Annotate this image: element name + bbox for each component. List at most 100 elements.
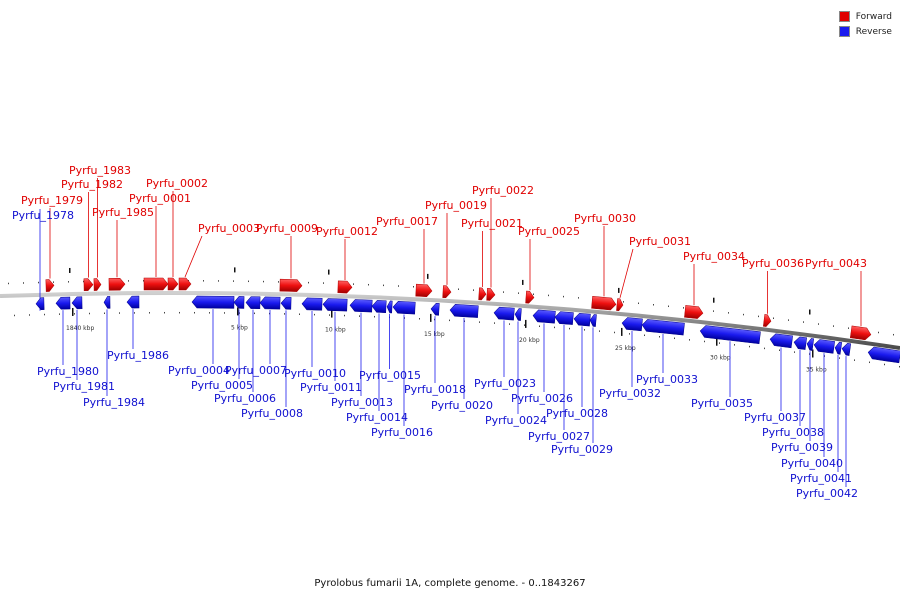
gene-arrow-pyrfu_0008 <box>280 297 292 310</box>
minor-tick <box>563 295 564 298</box>
minor-tick <box>194 311 195 314</box>
gene-label-pyrfu_0021[interactable]: Pyrfu_0021 <box>461 217 523 230</box>
gene-label-pyrfu_0006[interactable]: Pyrfu_0006 <box>214 392 276 405</box>
minor-tick <box>704 340 705 343</box>
gene-label-pyrfu_1982[interactable]: Pyrfu_1982 <box>61 178 123 191</box>
gene-label-pyrfu_0010[interactable]: Pyrfu_0010 <box>284 367 346 380</box>
gene-label-pyrfu_0041[interactable]: Pyrfu_0041 <box>790 472 852 485</box>
gene-label-pyrfu_1984[interactable]: Pyrfu_1984 <box>83 396 145 409</box>
leader-line <box>184 235 203 278</box>
minor-tick <box>524 324 525 326</box>
gene-arrow-pyrfu_0032 <box>621 317 643 332</box>
minor-tick <box>239 312 240 314</box>
gene-label-pyrfu_0035[interactable]: Pyrfu_0035 <box>691 397 753 410</box>
minor-tick <box>644 334 645 337</box>
gene-label-pyrfu_0007[interactable]: Pyrfu_0007 <box>225 364 287 377</box>
gene-label-pyrfu_1983[interactable]: Pyrfu_1983 <box>69 164 131 177</box>
minor-tick <box>134 312 135 314</box>
gene-label-pyrfu_1986[interactable]: Pyrfu_1986 <box>107 349 169 362</box>
gene-label-pyrfu_0015[interactable]: Pyrfu_0015 <box>359 369 421 382</box>
gene-arrow-pyrfu_0004 <box>191 295 235 309</box>
gene-label-pyrfu_0002[interactable]: Pyrfu_0002 <box>146 177 208 190</box>
minor-tick <box>263 280 264 283</box>
minor-tick <box>614 331 615 334</box>
gene-label-pyrfu_0020[interactable]: Pyrfu_0020 <box>431 399 493 412</box>
scale-label: 20 kbp <box>519 337 540 344</box>
minor-tick <box>773 317 774 319</box>
gene-label-pyrfu_0017[interactable]: Pyrfu_0017 <box>376 215 438 228</box>
gene-label-pyrfu_1979[interactable]: Pyrfu_1979 <box>21 194 83 207</box>
minor-tick <box>518 292 519 294</box>
gene-label-pyrfu_0036[interactable]: Pyrfu_0036 <box>742 257 804 270</box>
scale-label: 35 kbp <box>806 367 827 374</box>
minor-tick <box>458 288 459 290</box>
minor-tick <box>638 302 639 305</box>
minor-tick <box>818 323 819 325</box>
gene-label-pyrfu_0018[interactable]: Pyrfu_0018 <box>404 383 466 396</box>
minor-tick <box>758 315 759 318</box>
minor-tick <box>749 345 750 348</box>
gene-label-pyrfu_0012[interactable]: Pyrfu_0012 <box>316 225 378 238</box>
gene-label-pyrfu_0026[interactable]: Pyrfu_0026 <box>511 392 573 405</box>
gene-arrow-pyrfu_1985 <box>108 277 126 291</box>
gene-label-pyrfu_0039[interactable]: Pyrfu_0039 <box>771 441 833 454</box>
gene-arrow-pyrfu_0001 <box>143 277 169 291</box>
gene-label-pyrfu_0014[interactable]: Pyrfu_0014 <box>346 411 408 424</box>
minor-tick <box>179 311 180 314</box>
gene-arrow-pyrfu_0029 <box>589 314 597 327</box>
minor-tick <box>344 314 345 317</box>
gene-label-pyrfu_0031[interactable]: Pyrfu_0031 <box>629 235 691 248</box>
gene-label-pyrfu_0030[interactable]: Pyrfu_0030 <box>574 212 636 225</box>
gene-label-pyrfu_0033[interactable]: Pyrfu_0033 <box>636 373 698 386</box>
minor-tick <box>554 326 555 329</box>
gene-labels: Pyrfu_1978 Pyrfu_1979 Pyrfu_1980 Pyrfu_1981… <box>12 164 867 500</box>
gene-label-pyrfu_0011[interactable]: Pyrfu_0011 <box>300 381 362 394</box>
gene-label-pyrfu_0032[interactable]: Pyrfu_0032 <box>599 387 661 400</box>
gene-arrow-pyrfu_0025 <box>525 290 535 304</box>
minor-tick <box>548 294 549 297</box>
minor-tick <box>503 291 504 293</box>
gene-label-pyrfu_0016[interactable]: Pyrfu_0016 <box>371 426 433 439</box>
gene-label-pyrfu_0038[interactable]: Pyrfu_0038 <box>762 426 824 439</box>
minor-tick <box>719 342 720 344</box>
gene-arrow-pyrfu_0009 <box>279 278 303 292</box>
gene-label-pyrfu_0034[interactable]: Pyrfu_0034 <box>683 250 745 263</box>
gene-label-pyrfu_0043[interactable]: Pyrfu_0043 <box>805 257 867 270</box>
scale-tick-upper <box>69 267 71 273</box>
gene-label-pyrfu_0024[interactable]: Pyrfu_0024 <box>485 414 547 427</box>
gene-label-pyrfu_0040[interactable]: Pyrfu_0040 <box>781 457 843 470</box>
gene-label-pyrfu_0022[interactable]: Pyrfu_0022 <box>472 184 534 197</box>
gene-label-pyrfu_1978[interactable]: Pyrfu_1978 <box>12 209 74 222</box>
gene-arrow-pyrfu_0042 <box>841 343 852 356</box>
gene-label-pyrfu_0028[interactable]: Pyrfu_0028 <box>546 407 608 420</box>
minor-tick <box>329 314 330 316</box>
scale-tick <box>331 309 333 318</box>
gene-arrow-pyrfu_0038 <box>793 336 808 350</box>
minor-tick <box>284 313 285 315</box>
gene-label-pyrfu_0005[interactable]: Pyrfu_0005 <box>191 379 253 392</box>
minor-tick <box>398 285 399 287</box>
gene-label-pyrfu_0008[interactable]: Pyrfu_0008 <box>241 407 303 420</box>
gene-arrow-pyrfu_0033 <box>641 319 685 336</box>
gene-label-pyrfu_0029[interactable]: Pyrfu_0029 <box>551 443 613 456</box>
gene-arrow-pyrfu_0024 <box>514 308 522 321</box>
gene-label-pyrfu_0003[interactable]: Pyrfu_0003 <box>198 222 260 235</box>
gene-label-pyrfu_0023[interactable]: Pyrfu_0023 <box>474 377 536 390</box>
gene-label-pyrfu_1981[interactable]: Pyrfu_1981 <box>53 380 115 393</box>
gene-label-pyrfu_0013[interactable]: Pyrfu_0013 <box>331 396 393 409</box>
gene-label-pyrfu_0027[interactable]: Pyrfu_0027 <box>528 430 590 443</box>
gene-label-pyrfu_0004[interactable]: Pyrfu_0004 <box>168 364 230 377</box>
minor-tick <box>674 337 675 340</box>
gene-label-pyrfu_0009[interactable]: Pyrfu_0009 <box>256 222 318 235</box>
gene-label-pyrfu_0001[interactable]: Pyrfu_0001 <box>129 192 191 205</box>
gene-label-pyrfu_0037[interactable]: Pyrfu_0037 <box>744 411 806 424</box>
minor-tick <box>803 321 804 323</box>
scale-label: 15 kbp <box>424 331 445 338</box>
minor-tick <box>683 307 684 309</box>
gene-label-pyrfu_1985[interactable]: Pyrfu_1985 <box>92 206 154 219</box>
gene-label-pyrfu_0042[interactable]: Pyrfu_0042 <box>796 487 858 500</box>
gene-label-pyrfu_0019[interactable]: Pyrfu_0019 <box>425 199 487 212</box>
gene-label-pyrfu_1980[interactable]: Pyrfu_1980 <box>37 365 99 378</box>
minor-tick <box>143 280 144 282</box>
gene-label-pyrfu_0025[interactable]: Pyrfu_0025 <box>518 225 580 238</box>
